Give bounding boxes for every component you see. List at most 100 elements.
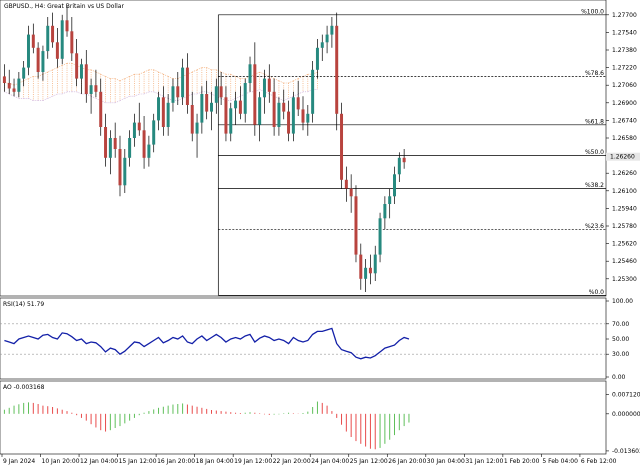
time-tick-label: 12 Jan 04:00 bbox=[80, 458, 118, 465]
fib-level-label: %61.8 bbox=[585, 118, 604, 125]
cloud-span-b bbox=[124, 95, 130, 99]
candle-body bbox=[142, 130, 146, 158]
cloud-span-a bbox=[288, 80, 294, 84]
price-tick-label: 1.26100 bbox=[612, 188, 637, 195]
time-tick-label: 5 Feb 04:00 bbox=[542, 458, 578, 465]
price-tick-label: 1.26900 bbox=[612, 100, 637, 107]
candle-body bbox=[311, 69, 315, 114]
candle-body bbox=[166, 102, 170, 127]
cloud-span-a bbox=[216, 69, 222, 73]
candle-body bbox=[51, 25, 55, 43]
candle-body bbox=[176, 86, 180, 98]
candle-body bbox=[84, 64, 88, 94]
price-tick-label: 1.27540 bbox=[612, 29, 637, 36]
price-tick-label: 1.25620 bbox=[612, 241, 637, 248]
cloud-span-a bbox=[52, 67, 58, 71]
cloud-span-a bbox=[269, 76, 275, 79]
cloud-span-a bbox=[221, 71, 227, 75]
cloud-span-b bbox=[298, 91, 304, 95]
candle-body bbox=[354, 196, 358, 255]
time-tick-label: 1 Feb 20:00 bbox=[504, 458, 540, 465]
candle-body bbox=[253, 64, 257, 125]
rsi-pane[interactable] bbox=[0, 297, 607, 380]
candle-body bbox=[277, 102, 281, 127]
cloud-span-b bbox=[134, 93, 140, 97]
cloud-span-a bbox=[192, 69, 198, 73]
fibonacci-retracement[interactable]: %100.0 %78.6 %61.8 %50.0 %38.2 %23.6 %0.0 bbox=[217, 8, 606, 296]
time-tick-label: 25 Jan 12:00 bbox=[350, 458, 388, 465]
time-tick-label: 24 Jan 04:00 bbox=[311, 458, 349, 465]
price-axis: 1.27700 1.27540 1.27380 1.27220 1.27060 1.269… bbox=[606, 12, 640, 283]
cloud-span-a bbox=[273, 78, 280, 82]
time-tick-label: 15 Jan 12:00 bbox=[119, 458, 157, 465]
cloud-span-a bbox=[235, 76, 241, 79]
candle-body bbox=[373, 254, 377, 274]
candle-body bbox=[113, 138, 117, 149]
cloud-span-a bbox=[264, 73, 270, 77]
cloud-span-b bbox=[115, 100, 121, 104]
cloud-span-a bbox=[298, 76, 304, 79]
cloud-span-b bbox=[206, 91, 212, 95]
price-pane[interactable] bbox=[0, 0, 607, 297]
candle-body bbox=[94, 85, 98, 92]
candle-body bbox=[157, 97, 161, 121]
candle-body bbox=[108, 138, 112, 158]
candle-body bbox=[262, 78, 266, 98]
time-tick-label: 9 Jan 2024 bbox=[3, 458, 35, 465]
cloud-span-a bbox=[168, 76, 174, 79]
fib-level-label: %50.0 bbox=[585, 149, 604, 156]
candle-body bbox=[258, 97, 262, 125]
candle-body bbox=[17, 78, 21, 92]
candle-body bbox=[340, 113, 344, 180]
cloud-span-b bbox=[177, 98, 183, 101]
cloud-span-b bbox=[90, 95, 97, 99]
cloud-span-b bbox=[158, 93, 164, 97]
candle-body bbox=[267, 78, 271, 92]
price-tick-label: 1.27220 bbox=[612, 65, 637, 72]
candle-body bbox=[65, 20, 69, 32]
candle-body bbox=[325, 34, 329, 43]
candle-body bbox=[359, 254, 363, 279]
candle-body bbox=[344, 179, 348, 189]
cloud-span-a bbox=[129, 73, 135, 77]
current-price-box bbox=[606, 152, 640, 161]
cloud-span-b bbox=[143, 91, 150, 95]
candle-body bbox=[31, 34, 35, 48]
fib-level-label: %23.6 bbox=[585, 223, 604, 230]
fib-level-label: %0.0 bbox=[589, 289, 604, 296]
candle-body bbox=[229, 108, 233, 134]
cloud-span-a bbox=[28, 76, 34, 79]
fib-level-label: %78.6 bbox=[585, 70, 604, 77]
price-tick-label: 1.25460 bbox=[612, 258, 637, 265]
candle-body bbox=[171, 86, 175, 103]
candle-body bbox=[46, 25, 50, 52]
ao-tick-label: -0.013603 bbox=[612, 448, 640, 455]
candle-body bbox=[368, 267, 372, 274]
cloud-span-a bbox=[139, 71, 145, 75]
cloud-span-b bbox=[9, 93, 15, 97]
candle-body bbox=[79, 64, 83, 79]
cloud-span-b bbox=[283, 98, 289, 101]
cloud-span-a bbox=[105, 76, 111, 79]
time-tick-label: 22 Jan 20:00 bbox=[273, 458, 311, 465]
candle-body bbox=[320, 42, 324, 48]
rsi-tick-label: 70.00 bbox=[612, 321, 629, 328]
time-tick-label: 31 Jan 12:00 bbox=[465, 458, 503, 465]
candle-body bbox=[306, 113, 310, 123]
candle-body bbox=[152, 120, 156, 145]
time-axis: 9 Jan 2024 10 Jan 20:00 12 Jan 04:00 15 Jan… bbox=[1, 454, 617, 465]
candle-body bbox=[234, 100, 238, 109]
cloud-span-b bbox=[288, 95, 294, 99]
candle-body bbox=[12, 88, 16, 92]
chart-title: GBPUSD., H4: Great Britain vs US Dollar bbox=[4, 3, 124, 10]
cloud-span-a bbox=[119, 78, 125, 82]
candle-body bbox=[388, 196, 392, 204]
candle-body bbox=[128, 138, 132, 158]
cloud-span-a bbox=[90, 69, 97, 73]
candle-body bbox=[243, 83, 247, 114]
current-price-label: 1.26260 bbox=[610, 154, 635, 161]
price-tick-label: 1.25940 bbox=[612, 205, 637, 212]
candle-body bbox=[118, 149, 122, 186]
